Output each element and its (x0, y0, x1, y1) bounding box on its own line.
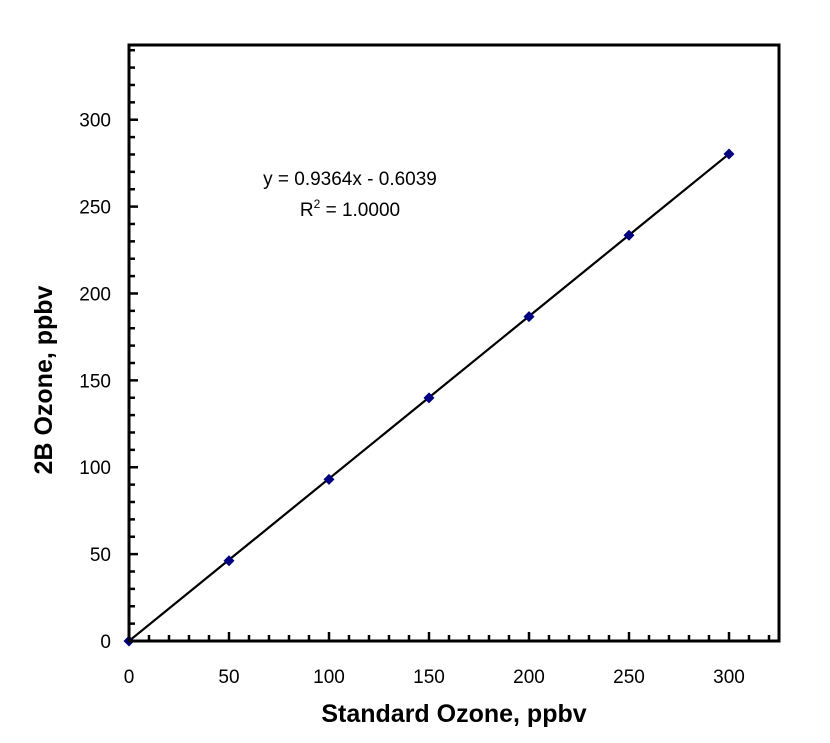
x-tick-label: 150 (413, 667, 445, 688)
y-tick-label: 150 (79, 371, 111, 392)
x-tick-label: 300 (713, 667, 745, 688)
data-point (223, 555, 235, 567)
r2-sup: 2 (314, 197, 321, 211)
y-tick-label: 300 (79, 111, 111, 132)
y-tick-label: 250 (79, 198, 111, 219)
x-tick-label: 0 (124, 667, 135, 688)
x-axis-title: Standard Ozone, ppbv (321, 700, 586, 728)
x-tick-label: 250 (613, 667, 645, 688)
y-tick-labels: 0 50 100 150 200 250 300 (79, 111, 111, 653)
plot-frame (127, 43, 781, 643)
x-tick-label: 50 (218, 667, 239, 688)
data-point (723, 148, 735, 160)
data-points (123, 148, 735, 647)
r2-prefix: R (300, 200, 314, 221)
r2-value: = 1.0000 (320, 200, 400, 221)
data-point (423, 392, 435, 404)
y-tick-label: 50 (90, 545, 111, 566)
r-squared-label: R2 = 1.0000 (300, 197, 400, 221)
y-axis-title: 2B Ozone, ppbv (30, 285, 58, 474)
data-point (523, 311, 535, 323)
y-tick-label: 100 (79, 458, 111, 479)
data-point (323, 473, 335, 485)
y-tick-label: 0 (100, 632, 111, 653)
x-tick-label: 200 (513, 667, 545, 688)
y-tick-label: 200 (79, 284, 111, 305)
x-tick-label: 100 (313, 667, 345, 688)
ticks (129, 48, 771, 641)
equation-label: y = 0.9364x - 0.6039 (263, 169, 437, 190)
data-point (623, 229, 635, 241)
x-tick-labels: 0 50 100 150 200 250 300 (124, 667, 745, 688)
